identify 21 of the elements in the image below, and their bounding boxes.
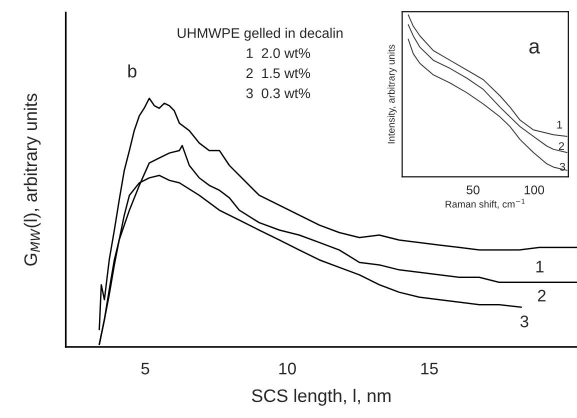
x-tick-label: 5 [141, 362, 150, 374]
annotation: 3 [560, 162, 566, 171]
text: b [128, 64, 136, 78]
annotation: 2 [558, 142, 564, 150]
x-axis-title: SCS length, l, nm [252, 388, 390, 406]
y-axis-title: Intensity, arbitrary units [388, 44, 397, 144]
text: 2 1.5 wt% [246, 68, 310, 78]
text: 3 0.3 wt% [246, 88, 310, 98]
x-tick-label: 10 [279, 362, 296, 374]
annotation: 3 [520, 316, 528, 328]
text: UHMWPE gelled in decalin [178, 28, 343, 41]
annotation: a [529, 42, 540, 54]
annotation: 1 [536, 260, 544, 272]
x-tick-label: 15 [421, 362, 438, 374]
text: 1 2.0 wt% [246, 48, 310, 58]
annotation: 1 [557, 120, 562, 129]
x-axis-title: Raman shift, cm$^{−1}$ [446, 198, 525, 209]
annotation: 2 [538, 290, 546, 302]
x-tick-label: 100 [524, 185, 544, 194]
x-tick-label: 50 [466, 185, 480, 194]
y-axis-title: G$_{MW}$(l), arbitrary units [24, 94, 41, 266]
